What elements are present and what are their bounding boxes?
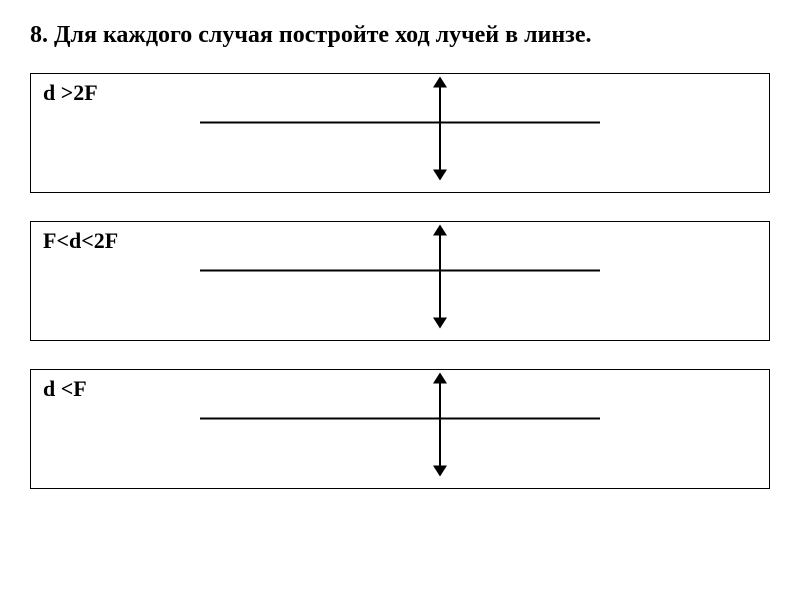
panel-f-lt-d-lt-2f: F<d<2F	[30, 221, 770, 341]
panel-label: F<d<2F	[43, 228, 118, 254]
lens-diagram	[180, 75, 620, 192]
panel-label: d >2F	[43, 80, 98, 106]
page-title: 8. Для каждого случая постройте ход луче…	[30, 20, 770, 51]
panel-label: d <F	[43, 376, 87, 402]
lens-diagram	[180, 371, 620, 488]
panel-d-gt-2f: d >2F	[30, 73, 770, 193]
panel-d-lt-f: d <F	[30, 369, 770, 489]
lens-diagram	[180, 223, 620, 340]
